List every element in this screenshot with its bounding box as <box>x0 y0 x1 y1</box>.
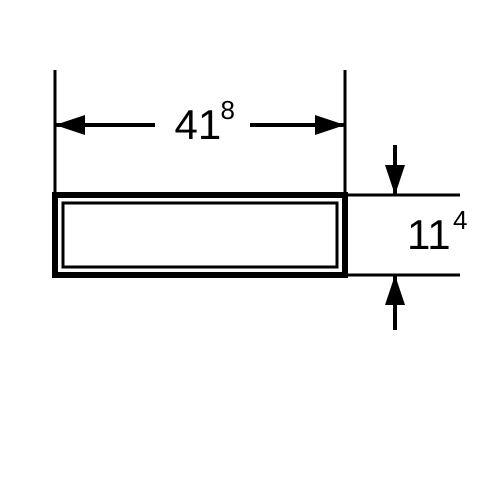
height-value-sup: 4 <box>453 205 467 235</box>
technical-drawing: 418 114 <box>0 0 500 500</box>
height-value: 11 <box>407 211 451 258</box>
width-value-sup: 8 <box>221 95 235 125</box>
width-value: 41 <box>175 101 222 148</box>
